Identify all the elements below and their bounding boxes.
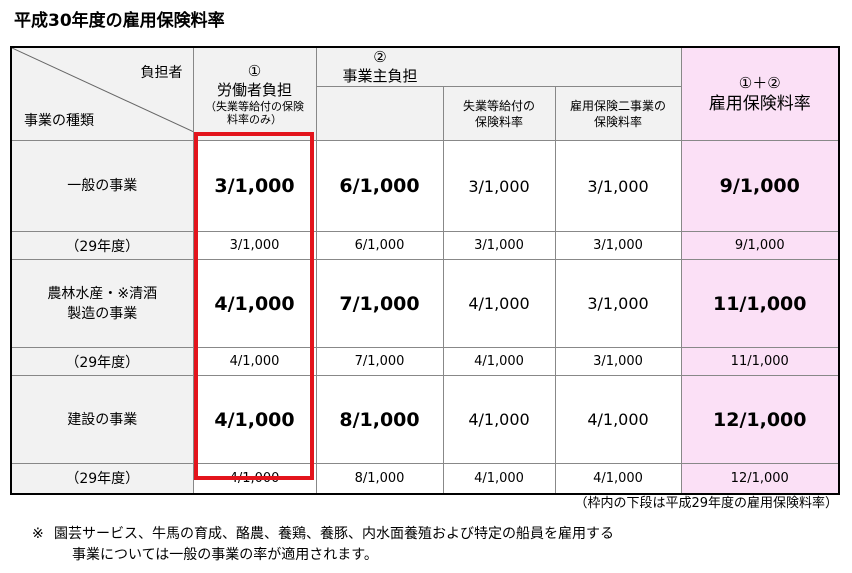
header-employer-number: ② (373, 48, 387, 66)
cell-prev-worker: 3/1,000 (192, 231, 317, 260)
header-worker-note: （失業等給付の保険料率のみ） (205, 100, 304, 126)
header-total: ①＋② 雇用保険料率 (680, 46, 840, 141)
row-kind-construction: 建設の事業 (10, 375, 194, 464)
header-worker-number: ① (247, 62, 262, 80)
header-employer-two-programs: 雇用保険二事業の保険料率 (554, 86, 682, 141)
footnote-line1: 園芸サービス、牛馬の育成、酪農、養鶏、養豚、内水面養殖および特定の船員を雇用する (54, 526, 614, 542)
page-title: 平成30年度の雇用保険料率 (14, 11, 225, 31)
cell-prev-two-programs: 4/1,000 (554, 463, 682, 494)
cell-prev-two-programs: 3/1,000 (554, 231, 682, 260)
footnote: ※ 園芸サービス、牛馬の育成、酪農、養鶏、養豚、内水面養殖および特定の船員を雇用す… (32, 524, 614, 566)
cell-worker: 3/1,000 (192, 140, 317, 232)
cell-prev-total: 12/1,000 (680, 463, 840, 494)
header-total-number: ①＋② (738, 74, 781, 92)
header-employer: ② 事業主負担 (315, 46, 682, 87)
row-prev-label: （29年度） (10, 231, 194, 260)
header-worker: ① 労働者負担 （失業等給付の保険料率のみ） (192, 46, 317, 141)
row-kind-general: 一般の事業 (10, 140, 194, 232)
cell-employer: 7/1,000 (315, 259, 444, 348)
cell-prev-worker: 4/1,000 (192, 347, 317, 376)
row-kind-agriculture: 農林水産・※清酒製造の事業 (10, 259, 194, 348)
header-total-label: 雇用保険料率 (708, 94, 811, 114)
cell-total: 12/1,000 (680, 375, 840, 464)
cell-two-programs: 3/1,000 (554, 140, 682, 232)
cell-worker: 4/1,000 (192, 375, 317, 464)
header-business-type-label: 事業の種類 (24, 113, 94, 129)
row-prev-label: （29年度） (10, 347, 194, 376)
header-employer-spacer (315, 86, 444, 141)
cell-unemployment: 4/1,000 (442, 375, 556, 464)
cell-two-programs: 4/1,000 (554, 375, 682, 464)
insurance-rate-table: 負担者 事業の種類 ① 労働者負担 （失業等給付の保険料率のみ） ② 事業主負担… (10, 46, 840, 495)
cell-unemployment: 4/1,000 (442, 259, 556, 348)
cell-prev-total: 9/1,000 (680, 231, 840, 260)
cell-total: 9/1,000 (680, 140, 840, 232)
cell-prev-two-programs: 3/1,000 (554, 347, 682, 376)
header-employer-unemployment: 失業等給付の保険料率 (442, 86, 556, 141)
cell-two-programs: 3/1,000 (554, 259, 682, 348)
cell-prev-employer: 8/1,000 (315, 463, 444, 494)
footnote-line2: 事業については一般の事業の率が適用されます。 (72, 547, 378, 563)
cell-employer: 8/1,000 (315, 375, 444, 464)
cell-prev-total: 11/1,000 (680, 347, 840, 376)
cell-worker: 4/1,000 (192, 259, 317, 348)
header-worker-label: 労働者負担 (216, 81, 292, 99)
cell-prev-unemployment: 4/1,000 (442, 463, 556, 494)
row-prev-label: （29年度） (10, 463, 194, 494)
header-corner: 負担者 事業の種類 (10, 46, 194, 141)
header-employer-label: 事業主負担 (342, 67, 418, 85)
cell-prev-employer: 7/1,000 (315, 347, 444, 376)
corner-diagonal (12, 48, 192, 132)
table-note: （枠内の下段は平成29年度の雇用保険料率） (574, 496, 838, 511)
cell-prev-employer: 6/1,000 (315, 231, 444, 260)
header-burden-label: 負担者 (140, 65, 183, 81)
cell-prev-worker: 4/1,000 (192, 463, 317, 494)
cell-total: 11/1,000 (680, 259, 840, 348)
cell-employer: 6/1,000 (315, 140, 444, 232)
footnote-mark: ※ (32, 526, 44, 542)
cell-unemployment: 3/1,000 (442, 140, 556, 232)
cell-prev-unemployment: 3/1,000 (442, 231, 556, 260)
cell-prev-unemployment: 4/1,000 (442, 347, 556, 376)
